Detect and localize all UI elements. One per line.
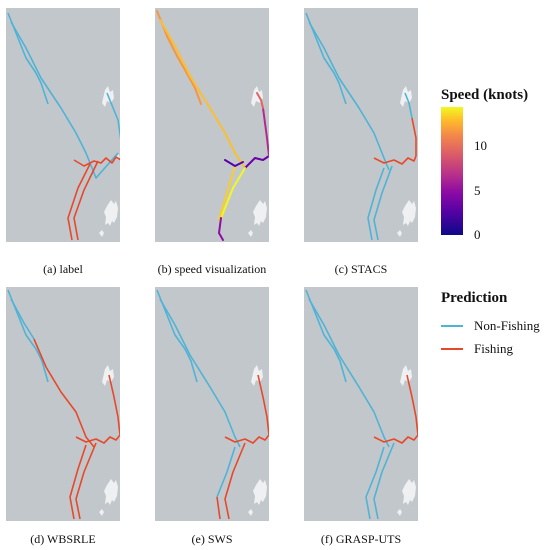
caption-f: (f) GRASP-UTS (320, 532, 402, 546)
caption-d: (d) WBSRLE (30, 532, 96, 546)
caption-c: (c) STACS (334, 262, 388, 276)
fishing-swatch (441, 348, 463, 350)
colorbar-tick-0 (463, 234, 468, 235)
legend-item-fishing: Fishing (441, 341, 546, 357)
caption-e: (e) SWS (191, 532, 233, 546)
prediction-legend-title: Prediction (441, 290, 508, 306)
panel-grasp-uts (304, 287, 418, 521)
colorbar-label-10: 10 (474, 138, 487, 153)
speed-colorbar (441, 107, 463, 235)
panel-label (6, 8, 120, 242)
panel-wbsrle (6, 287, 120, 521)
panel-stacs (304, 8, 418, 242)
legend-item-non-fishing: Non-Fishing (441, 318, 546, 334)
legend-label-fishing: Fishing (474, 341, 514, 356)
trajectory-plot-stacs (305, 12, 417, 241)
colorbar-label-5: 5 (474, 183, 481, 198)
colorbar-tick-10 (463, 145, 468, 146)
trajectory-plot-wbsrle (7, 289, 120, 520)
trajectory-plot-speed (156, 10, 269, 241)
trajectory-plot-label (7, 12, 120, 241)
caption-a: (a) label (43, 262, 83, 276)
colorbar-label-0: 0 (474, 227, 481, 242)
trajectory-plot-grasp-uts (305, 289, 418, 520)
panel-sws (155, 287, 269, 521)
caption-b: (b) speed visualization (157, 262, 267, 276)
legend-label-non-fishing: Non-Fishing (474, 318, 540, 333)
panel-speed-visualization (155, 8, 269, 242)
non-fishing-swatch (441, 325, 463, 327)
trajectory-plot-sws (156, 289, 269, 520)
speed-legend-title: Speed (knots) (441, 87, 529, 103)
colorbar-tick-5 (463, 190, 468, 191)
